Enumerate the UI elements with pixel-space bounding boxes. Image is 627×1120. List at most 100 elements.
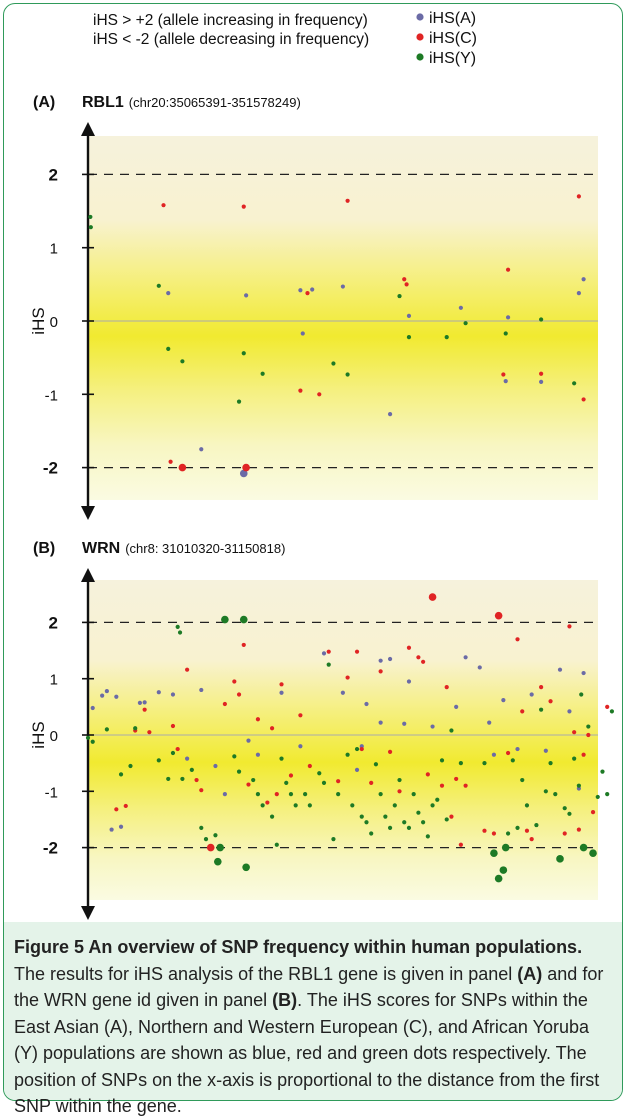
- panel-b-point-ihsc: [269, 726, 275, 731]
- panel-b-point-ihsy: [359, 814, 364, 819]
- panel-b-point-ihsa: [529, 692, 534, 697]
- panel-b-point-ihsy: [180, 776, 185, 782]
- panel-b-point-ihsy: [449, 728, 454, 733]
- panel-b-point-ihsc: [548, 699, 553, 704]
- panel-b-point-ihsc: [590, 810, 596, 815]
- panel-b-point-ihsc: [529, 837, 534, 842]
- panel-b-point-ihsa: [90, 705, 95, 711]
- panel-b-point-ihsc: [494, 611, 503, 620]
- panel-b-point-ihsy: [269, 814, 275, 819]
- panel-b-point-ihsc: [444, 685, 449, 690]
- panel-b-point-ihsa: [487, 720, 492, 725]
- panel-b-point-ihsc: [454, 776, 459, 782]
- panel-b-point-ihsy: [411, 792, 416, 797]
- panel-b-point-ihsy: [189, 767, 194, 773]
- panel-a-point-ihsa: [298, 288, 303, 293]
- panel-b-point-ihsa: [199, 687, 204, 693]
- panel-b-point-ihsy: [274, 842, 279, 847]
- panel-b-point-ihsy: [317, 771, 322, 776]
- panel-b-point-ihsy: [166, 776, 171, 782]
- panel-b-point-ihsy: [572, 756, 577, 761]
- panel-b-point-ihsy: [609, 709, 615, 714]
- panel-b-point-ihsc: [307, 763, 312, 769]
- caption-title: Figure 5 An overview of SNP frequency wi…: [14, 937, 583, 957]
- panel-b-point-ihsc: [515, 637, 520, 642]
- panel-b-point-ihsc: [586, 732, 591, 738]
- panel-b-point-ihsc: [520, 709, 525, 714]
- panel-a-point-ihsc: [539, 371, 544, 376]
- panel-b-point-ihsy: [387, 825, 393, 830]
- panel-b-tick-label: -2: [43, 839, 58, 858]
- panel-b-ylabel: iHS: [29, 721, 48, 748]
- panel-a-background: [88, 136, 598, 500]
- panel-a-point-ihsa: [505, 315, 511, 320]
- panel-b-point-ihsc: [142, 707, 147, 712]
- panel-a-point-ihsy: [345, 372, 350, 377]
- panel-b-point-ihsy: [242, 863, 250, 872]
- panel-b-point-ihsa: [543, 748, 548, 753]
- panel-b-point-ihsc: [425, 772, 430, 777]
- panel-b-point-ihsc: [482, 828, 487, 833]
- panel-b-tick-label: 0: [50, 728, 58, 745]
- panel-b-point-ihsa: [118, 824, 124, 829]
- panel-b-point-ihsc: [458, 842, 463, 847]
- panel-a-point-ihsa: [244, 293, 249, 298]
- panel-b-point-ihsy: [430, 803, 435, 808]
- panel-b-point-ihsc: [576, 827, 581, 832]
- panel-a-point-ihsy: [180, 359, 185, 364]
- caption-background: [4, 922, 622, 1100]
- panel-a-tick-label: 0: [50, 314, 58, 331]
- panel-a-point-ihsc: [404, 282, 409, 287]
- panel-a-point-ihsc: [402, 277, 407, 282]
- panel-b-point-ihsy: [232, 754, 237, 759]
- panel-b-tick-label: 1: [50, 672, 58, 689]
- panel-a-point-ihsa: [406, 313, 412, 318]
- panel-a-point-ihsc: [345, 198, 350, 203]
- legend-marker-y: [416, 53, 424, 61]
- panel-a-point-ihsy: [88, 214, 93, 220]
- panel-b-point-ihsy: [515, 825, 520, 830]
- legend-note-1: iHS > +2 (allele increasing in frequency…: [93, 12, 368, 29]
- panel-b-point-ihsy: [425, 834, 430, 839]
- panel-b-point-ihsa: [463, 655, 468, 660]
- panel-b-point-ihsc: [505, 750, 511, 756]
- panel-b-point-ihsy: [595, 794, 600, 800]
- panel-b-point-ihsc: [572, 730, 577, 735]
- panel-b-point-ihsc: [605, 704, 610, 709]
- panel-a-gene-coords: (chr20:35065391-351578249): [129, 95, 301, 110]
- panel-b-point-ihsy: [216, 843, 224, 852]
- panel-b-point-ihsy: [501, 843, 510, 852]
- panel-a-arrow-down: [81, 506, 95, 520]
- panel-a-point-ihsy: [397, 293, 402, 299]
- panel-b-point-ihsc: [397, 789, 402, 794]
- panel-b-point-ihsa: [298, 744, 303, 749]
- panel-b-point-ihsc: [298, 713, 303, 718]
- panel-b-arrow-down: [81, 906, 95, 920]
- panel-b-point-ihsc: [378, 669, 383, 674]
- panel-b-point-ihsc: [539, 685, 544, 690]
- panel-b-point-ihsc: [369, 780, 374, 785]
- panel-b-point-ihsy: [435, 797, 440, 802]
- panel-b-point-ihsc: [194, 777, 199, 783]
- panel-b-point-ihsy: [458, 761, 463, 766]
- panel-a-gene: RBL1 (chr20:35065391-351578249): [82, 94, 301, 111]
- panel-b-point-ihsa: [321, 651, 327, 656]
- panel-b-point-ihsy: [175, 624, 180, 630]
- panel-b-point-ihsy: [170, 750, 176, 756]
- panel-b-point-ihsy: [520, 777, 525, 783]
- panel-b-point-ihsy: [288, 792, 294, 797]
- panel-b-point-ihsy: [548, 761, 553, 766]
- legend-label-c: iHS(C): [429, 30, 477, 47]
- panel-a-label: (A): [33, 94, 55, 111]
- panel-a-tick-label: 2: [49, 165, 58, 184]
- panel-a-point-ihsa: [239, 469, 248, 478]
- panel-b-point-ihsc: [463, 783, 468, 788]
- panel-a-point-ihsy: [88, 225, 93, 230]
- panel-b-point-ihsy: [499, 866, 508, 874]
- panel-b-tick-label: 2: [49, 613, 58, 632]
- panel-b-point-ihsa: [279, 690, 284, 695]
- panel-b-point-ihsc: [170, 723, 176, 729]
- panel-b-point-ihsy: [303, 792, 308, 797]
- panel-a-point-ihsc: [168, 459, 173, 464]
- panel-b-point-ihsy: [307, 803, 312, 808]
